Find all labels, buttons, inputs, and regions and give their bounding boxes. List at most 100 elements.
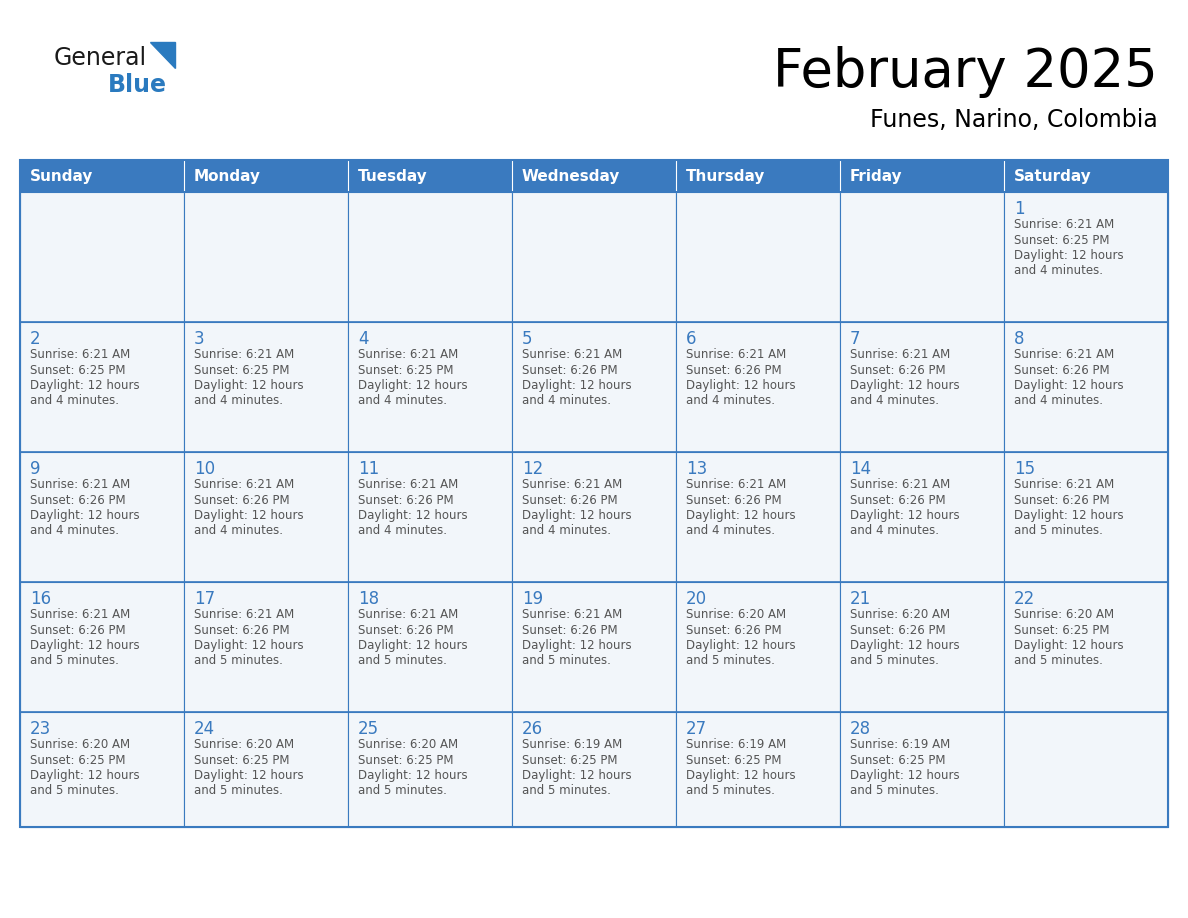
Text: Saturday: Saturday bbox=[1013, 169, 1092, 184]
Text: Sunset: 6:25 PM: Sunset: 6:25 PM bbox=[522, 754, 618, 767]
Text: 27: 27 bbox=[685, 720, 707, 738]
Text: Sunrise: 6:20 AM: Sunrise: 6:20 AM bbox=[1013, 608, 1114, 621]
Text: Sunset: 6:26 PM: Sunset: 6:26 PM bbox=[685, 623, 782, 636]
Text: Sunrise: 6:19 AM: Sunrise: 6:19 AM bbox=[849, 738, 950, 751]
Text: and 5 minutes.: and 5 minutes. bbox=[522, 655, 611, 667]
Text: Sunrise: 6:21 AM: Sunrise: 6:21 AM bbox=[849, 478, 950, 491]
Bar bbox=[184, 192, 348, 322]
Text: Sunset: 6:25 PM: Sunset: 6:25 PM bbox=[358, 754, 454, 767]
Bar bbox=[20, 452, 184, 582]
Bar bbox=[20, 582, 184, 712]
Text: and 5 minutes.: and 5 minutes. bbox=[194, 655, 283, 667]
Text: 20: 20 bbox=[685, 590, 707, 608]
Bar bbox=[348, 192, 512, 322]
Text: and 4 minutes.: and 4 minutes. bbox=[522, 395, 611, 408]
Text: Sunrise: 6:21 AM: Sunrise: 6:21 AM bbox=[358, 608, 459, 621]
Text: Daylight: 12 hours: Daylight: 12 hours bbox=[194, 639, 303, 652]
Text: Sunset: 6:25 PM: Sunset: 6:25 PM bbox=[194, 364, 290, 376]
Text: 3: 3 bbox=[194, 330, 204, 348]
Text: and 4 minutes.: and 4 minutes. bbox=[685, 395, 775, 408]
Text: and 4 minutes.: and 4 minutes. bbox=[30, 395, 119, 408]
Text: and 4 minutes.: and 4 minutes. bbox=[358, 395, 447, 408]
Text: Sunrise: 6:20 AM: Sunrise: 6:20 AM bbox=[849, 608, 950, 621]
Text: and 4 minutes.: and 4 minutes. bbox=[358, 524, 447, 538]
Text: and 5 minutes.: and 5 minutes. bbox=[30, 785, 119, 798]
Text: Sunset: 6:26 PM: Sunset: 6:26 PM bbox=[194, 494, 290, 507]
Text: Sunrise: 6:19 AM: Sunrise: 6:19 AM bbox=[522, 738, 623, 751]
Text: Sunrise: 6:21 AM: Sunrise: 6:21 AM bbox=[30, 348, 131, 361]
Text: Daylight: 12 hours: Daylight: 12 hours bbox=[194, 509, 303, 522]
Text: and 5 minutes.: and 5 minutes. bbox=[1013, 524, 1102, 538]
Text: Sunset: 6:26 PM: Sunset: 6:26 PM bbox=[358, 623, 454, 636]
Text: 26: 26 bbox=[522, 720, 543, 738]
Text: Sunset: 6:25 PM: Sunset: 6:25 PM bbox=[30, 754, 126, 767]
Text: Sunset: 6:26 PM: Sunset: 6:26 PM bbox=[522, 494, 618, 507]
Text: Daylight: 12 hours: Daylight: 12 hours bbox=[30, 379, 139, 392]
Text: 2: 2 bbox=[30, 330, 40, 348]
Text: 5: 5 bbox=[522, 330, 532, 348]
Text: Sunrise: 6:21 AM: Sunrise: 6:21 AM bbox=[685, 348, 786, 361]
Polygon shape bbox=[150, 42, 175, 68]
Text: February 2025: February 2025 bbox=[773, 46, 1158, 98]
Text: Sunset: 6:26 PM: Sunset: 6:26 PM bbox=[849, 364, 946, 376]
Text: Sunrise: 6:21 AM: Sunrise: 6:21 AM bbox=[522, 608, 623, 621]
Text: Sunrise: 6:21 AM: Sunrise: 6:21 AM bbox=[30, 478, 131, 491]
Text: and 4 minutes.: and 4 minutes. bbox=[1013, 264, 1102, 277]
Text: Sunset: 6:26 PM: Sunset: 6:26 PM bbox=[1013, 494, 1110, 507]
Text: Daylight: 12 hours: Daylight: 12 hours bbox=[522, 379, 632, 392]
Bar bbox=[20, 160, 184, 192]
Text: Daylight: 12 hours: Daylight: 12 hours bbox=[849, 379, 960, 392]
Bar bbox=[184, 712, 348, 827]
Text: Sunset: 6:26 PM: Sunset: 6:26 PM bbox=[30, 494, 126, 507]
Text: 13: 13 bbox=[685, 460, 707, 478]
Text: Blue: Blue bbox=[108, 73, 168, 97]
Text: Daylight: 12 hours: Daylight: 12 hours bbox=[849, 509, 960, 522]
Text: and 4 minutes.: and 4 minutes. bbox=[1013, 395, 1102, 408]
Text: Daylight: 12 hours: Daylight: 12 hours bbox=[30, 769, 139, 782]
Text: Daylight: 12 hours: Daylight: 12 hours bbox=[1013, 379, 1124, 392]
Bar bbox=[512, 192, 676, 322]
Text: 1: 1 bbox=[1013, 200, 1024, 218]
Text: 18: 18 bbox=[358, 590, 379, 608]
Text: Sunset: 6:25 PM: Sunset: 6:25 PM bbox=[849, 754, 946, 767]
Text: 12: 12 bbox=[522, 460, 543, 478]
Text: Sunset: 6:26 PM: Sunset: 6:26 PM bbox=[30, 623, 126, 636]
Bar bbox=[512, 322, 676, 452]
Bar bbox=[1004, 582, 1168, 712]
Text: Sunset: 6:25 PM: Sunset: 6:25 PM bbox=[685, 754, 782, 767]
Text: 21: 21 bbox=[849, 590, 871, 608]
Text: Sunset: 6:26 PM: Sunset: 6:26 PM bbox=[522, 364, 618, 376]
Bar bbox=[20, 160, 1168, 827]
Text: Daylight: 12 hours: Daylight: 12 hours bbox=[685, 509, 796, 522]
Text: Sunset: 6:26 PM: Sunset: 6:26 PM bbox=[522, 623, 618, 636]
Bar bbox=[1004, 192, 1168, 322]
Bar bbox=[512, 712, 676, 827]
Text: Sunrise: 6:21 AM: Sunrise: 6:21 AM bbox=[194, 608, 295, 621]
Text: Daylight: 12 hours: Daylight: 12 hours bbox=[849, 769, 960, 782]
Bar bbox=[20, 322, 184, 452]
Text: Sunrise: 6:20 AM: Sunrise: 6:20 AM bbox=[358, 738, 457, 751]
Bar bbox=[184, 160, 348, 192]
Text: Sunset: 6:25 PM: Sunset: 6:25 PM bbox=[1013, 233, 1110, 247]
Text: Sunset: 6:26 PM: Sunset: 6:26 PM bbox=[849, 623, 946, 636]
Bar bbox=[348, 582, 512, 712]
Text: 10: 10 bbox=[194, 460, 215, 478]
Text: Sunset: 6:26 PM: Sunset: 6:26 PM bbox=[358, 494, 454, 507]
Bar bbox=[184, 582, 348, 712]
Bar bbox=[348, 322, 512, 452]
Text: 4: 4 bbox=[358, 330, 368, 348]
Text: 19: 19 bbox=[522, 590, 543, 608]
Text: and 4 minutes.: and 4 minutes. bbox=[194, 524, 283, 538]
Text: Sunset: 6:26 PM: Sunset: 6:26 PM bbox=[849, 494, 946, 507]
Text: Sunset: 6:25 PM: Sunset: 6:25 PM bbox=[358, 364, 454, 376]
Text: and 5 minutes.: and 5 minutes. bbox=[194, 785, 283, 798]
Text: and 5 minutes.: and 5 minutes. bbox=[358, 655, 447, 667]
Bar bbox=[1004, 322, 1168, 452]
Text: Tuesday: Tuesday bbox=[358, 169, 428, 184]
Text: and 4 minutes.: and 4 minutes. bbox=[849, 395, 939, 408]
Bar bbox=[676, 582, 840, 712]
Text: 22: 22 bbox=[1013, 590, 1035, 608]
Text: Daylight: 12 hours: Daylight: 12 hours bbox=[30, 509, 139, 522]
Text: Daylight: 12 hours: Daylight: 12 hours bbox=[849, 639, 960, 652]
Text: 25: 25 bbox=[358, 720, 379, 738]
